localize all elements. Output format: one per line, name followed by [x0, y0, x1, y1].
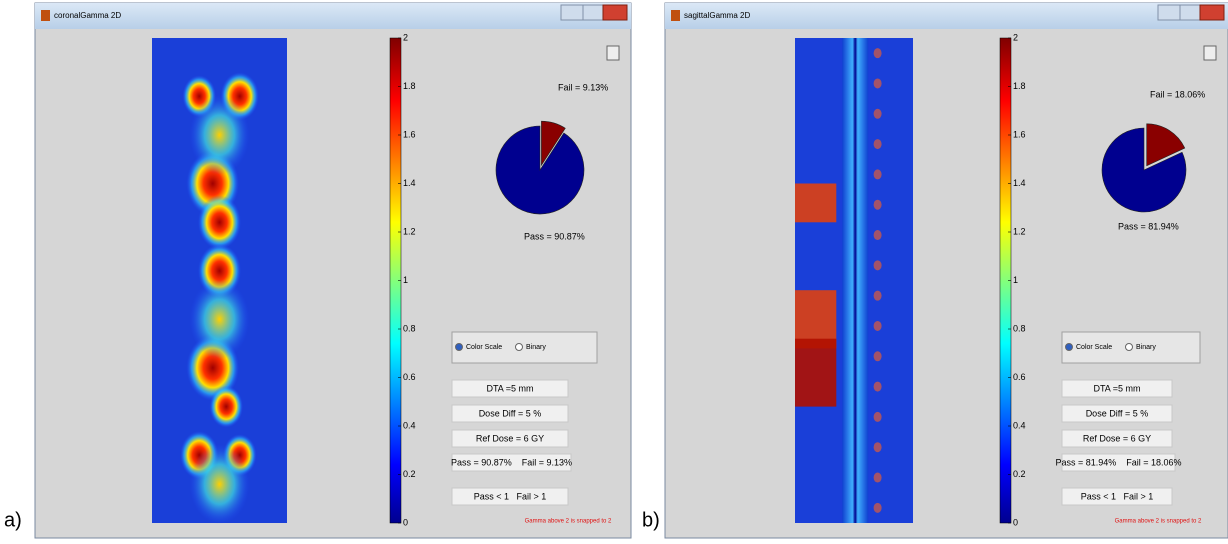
bead — [874, 230, 882, 240]
colorbar-tick-label: 0 — [403, 517, 408, 527]
colorbar-tick-label: 1.6 — [403, 129, 416, 139]
colorbar-tick-label: 1 — [403, 275, 408, 285]
bead — [874, 503, 882, 513]
colorbar-tick-label: 0 — [1013, 517, 1018, 527]
bead — [874, 321, 882, 331]
warm-spot — [190, 95, 250, 175]
info-text: Ref Dose = 6 GY — [1083, 433, 1151, 443]
window-title: sagittalGamma 2D — [684, 11, 750, 20]
colorbar-tick-label: 0.4 — [403, 420, 416, 430]
colorbar-tick-label: 0.6 — [403, 372, 416, 382]
close-button[interactable] — [603, 5, 627, 20]
maximize-button[interactable] — [583, 5, 603, 20]
radio-label: Color Scale — [466, 344, 502, 351]
title-bar — [35, 3, 631, 29]
bead — [874, 200, 882, 210]
bead — [874, 260, 882, 270]
colorbar-tick-label: 2 — [403, 32, 408, 42]
hot-region — [795, 184, 836, 223]
radio-label: Binary — [526, 344, 546, 351]
footnote: Gamma above 2 is snapped to 2 — [525, 519, 612, 525]
colorbar-tick-label: 1 — [1013, 275, 1018, 285]
pie-pass-label: Pass = 90.87% — [524, 231, 585, 241]
info-text: Ref Dose = 6 GY — [476, 433, 544, 443]
bead — [874, 78, 882, 88]
panel-label: a) — [4, 509, 22, 531]
pie-fail-label: Fail = 18.06% — [1150, 89, 1205, 99]
bead — [874, 109, 882, 119]
radio-button[interactable] — [456, 344, 463, 351]
panel-label: b) — [642, 509, 660, 531]
minimize-button[interactable] — [1158, 5, 1180, 20]
radio-label: Color Scale — [1076, 344, 1112, 351]
window-icon — [671, 10, 680, 21]
info-text: Dose Diff = 5 % — [1086, 408, 1149, 418]
info-text: DTA =5 mm — [1093, 383, 1140, 393]
bead — [874, 291, 882, 301]
pie-fail-label: Fail = 9.13% — [558, 82, 608, 92]
bright-column — [842, 38, 868, 523]
bead — [874, 442, 882, 452]
colorbar-tick-label: 0.2 — [403, 469, 416, 479]
warm-spot — [190, 444, 250, 524]
footnote: Gamma above 2 is snapped to 2 — [1115, 519, 1202, 525]
toolbar-icon[interactable] — [607, 46, 619, 60]
radio-label: Binary — [1136, 344, 1156, 351]
close-button[interactable] — [1200, 5, 1224, 20]
colorbar-tick-label: 2 — [1013, 32, 1018, 42]
bead — [874, 412, 882, 422]
radio-button[interactable] — [516, 344, 523, 351]
bead — [874, 48, 882, 58]
info-text: Dose Diff = 5 % — [479, 408, 542, 418]
info-text: DTA =5 mm — [486, 383, 533, 393]
colorbar-tick-label: 0.8 — [403, 323, 416, 333]
hot-spot — [198, 195, 241, 249]
colorbar-tick-label: 1.4 — [1013, 178, 1026, 188]
colorbar-tick-label: 1.6 — [1013, 129, 1026, 139]
radio-button[interactable] — [1126, 344, 1133, 351]
pie-pass-label: Pass = 81.94% — [1118, 221, 1179, 231]
info-text: Pass < 1 Fail > 1 — [1081, 491, 1154, 501]
colorbar-tick-label: 1.8 — [403, 81, 416, 91]
window-title: coronalGamma 2D — [54, 11, 121, 20]
bead — [874, 473, 882, 483]
colorbar-tick-label: 0.4 — [1013, 420, 1026, 430]
colorbar-tick-label: 1.2 — [1013, 226, 1026, 236]
screenshot: a) coronalGamma 2D 0 0.2 0.4 0.6 0.8 1 1.2 1.4 1.6… — [0, 0, 1228, 544]
minimize-button[interactable] — [561, 5, 583, 20]
hot-region — [795, 339, 836, 407]
colorbar-tick-label: 1.2 — [403, 226, 416, 236]
colorbar-tick-label: 1.4 — [403, 178, 416, 188]
bead — [874, 382, 882, 392]
maximize-button[interactable] — [1180, 5, 1200, 20]
bead — [874, 351, 882, 361]
bead — [874, 169, 882, 179]
window-icon — [41, 10, 50, 21]
info-text: Pass = 81.94% Fail = 18.06% — [1055, 457, 1181, 467]
colorbar-tick-label: 1.8 — [1013, 81, 1026, 91]
colorbar-tick-label: 0.2 — [1013, 469, 1026, 479]
colorbar-tick-label: 0.6 — [1013, 372, 1026, 382]
colorbar-tick-label: 0.8 — [1013, 323, 1026, 333]
hot-spot — [209, 386, 243, 428]
warm-spot — [190, 279, 250, 359]
radio-button[interactable] — [1066, 344, 1073, 351]
pie-pass — [496, 126, 584, 214]
info-text: Pass < 1 Fail > 1 — [474, 491, 547, 501]
info-text: Pass = 90.87% Fail = 9.13% — [451, 457, 572, 467]
toolbar-icon[interactable] — [1204, 46, 1216, 60]
bead — [874, 139, 882, 149]
